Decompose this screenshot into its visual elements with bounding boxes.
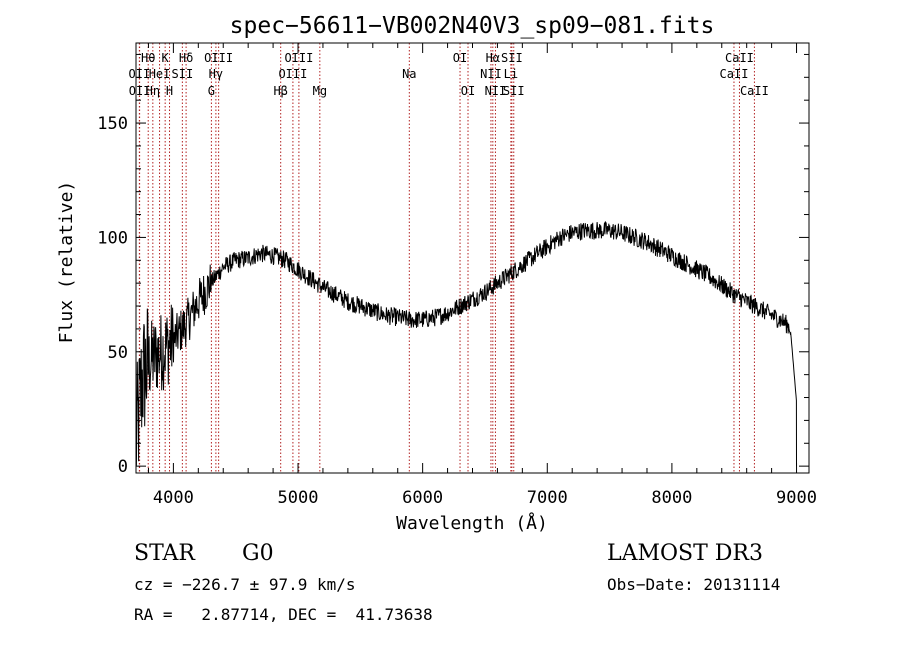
x-axis-ticks: 4000 5000 6000 7000 8000 9000 (147, 43, 817, 508)
spectral-line-label: SII (503, 84, 525, 98)
spectral-line-label: OII (129, 67, 151, 81)
y-axis-label: Flux (relative) (56, 181, 77, 344)
object-class: STAR (134, 541, 196, 566)
x-tick-label: 4000 (153, 488, 194, 508)
spectral-line-label: NII (480, 67, 502, 81)
spectral-line-label: H (166, 84, 173, 98)
x-tick-label: 9000 (776, 488, 817, 508)
spectral-line-label: K (162, 51, 170, 65)
y-axis-ticks: 0 50 100 150 (97, 53, 809, 477)
spectral-line-label: SII (172, 67, 194, 81)
y-tick-label: 0 (118, 457, 128, 477)
y-tick-label: 50 (108, 343, 128, 363)
y-tick-label: 100 (97, 228, 128, 248)
x-tick-label: 7000 (527, 488, 568, 508)
spectral-line-label: CaII (725, 51, 754, 65)
chart-title: spec−56611−VB002N40V3_sp09−081.fits (230, 13, 715, 39)
spectral-line-label: Hδ (179, 51, 193, 65)
spectral-line-label: Hα (486, 51, 500, 65)
x-tick-label: 8000 (651, 488, 692, 508)
survey-name: LAMOST DR3 (607, 541, 763, 566)
spectral-line-label: HeI (149, 67, 171, 81)
spectral-line-label: OIII (204, 51, 233, 65)
spectral-line-label: SII (501, 51, 523, 65)
y-tick-label: 150 (97, 114, 128, 134)
x-tick-label: 6000 (402, 488, 443, 508)
spectral-line-label: NII (485, 84, 507, 98)
spectral-line-label: OI (461, 84, 475, 98)
spectral-line-label: Hβ (273, 84, 287, 98)
spectral-line-label: CaII (740, 84, 769, 98)
spectral-line-label: Mg (313, 84, 327, 98)
spectral-line-label: Hη (146, 84, 160, 98)
spectral-line-label: G (208, 84, 215, 98)
x-tick-label: 5000 (278, 488, 319, 508)
redshift-cz: cz = −226.7 ± 97.9 km/s (134, 575, 356, 594)
spectral-line-label: Hθ (141, 51, 155, 65)
spectral-line-label: Na (402, 67, 416, 81)
line-id-labels: Hθ OII OII K HeI Hη Hδ SII H OIII Hγ G OIII OIII Hβ Mg N… (129, 51, 769, 98)
spectral-line-label: Li (504, 67, 518, 81)
spectral-line-label: OII (129, 84, 151, 98)
spectral-line-label: OIII (284, 51, 313, 65)
ra-dec-coordinates: RA = 2.87714, DEC = 41.73638 (134, 605, 433, 624)
spectral-line-label: CaII (720, 67, 749, 81)
x-axis-label: Wavelength (Å) (396, 512, 548, 534)
object-subclass: G0 (242, 541, 274, 566)
obs-date: Obs−Date: 20131114 (607, 575, 780, 594)
spectral-line-label: OI (453, 51, 467, 65)
spectral-line-label: Hγ (209, 67, 223, 81)
line-id-markers (138, 43, 755, 473)
spectral-line-label: OIII (278, 67, 307, 81)
spectrum-line (135, 220, 797, 467)
